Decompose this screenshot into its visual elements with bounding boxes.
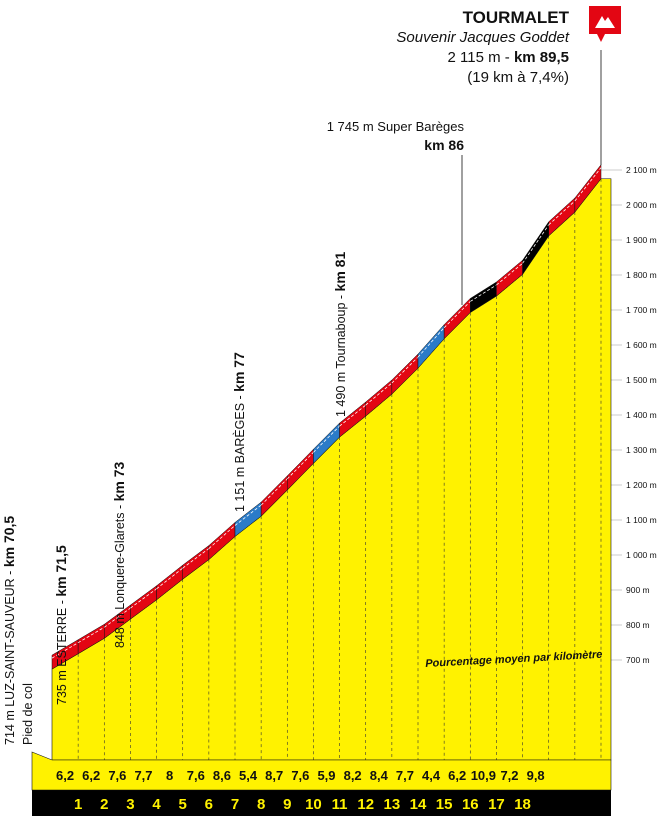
km-number: 9 xyxy=(283,796,291,813)
km-number: 18 xyxy=(514,796,531,813)
esterre-label: 735 m ESTERRE - km 71,5 xyxy=(53,545,69,705)
summit-altitude-text: 2 115 m - xyxy=(447,49,514,66)
summit-km: km 89,5 xyxy=(513,49,569,66)
y-tick-label: 1 100 m xyxy=(626,515,657,525)
gradient-label: 4,4 xyxy=(422,768,441,783)
luz-label: 714 m LUZ-SAINT-SAUVEUR - km 70,5 xyxy=(1,516,17,745)
y-tick-label: 1 500 m xyxy=(626,375,657,385)
y-tick-label: 1 600 m xyxy=(626,340,657,350)
longuere-label: 848 m Lonquere-Glarets - km 73 xyxy=(111,461,127,648)
super-bareges-label: 1 745 m Super Barèges km 86 xyxy=(327,118,464,155)
y-tick-label: 1 200 m xyxy=(626,480,657,490)
y-tick-label: 800 m xyxy=(626,620,650,630)
km-number: 4 xyxy=(152,796,161,813)
gradient-label: 8,7 xyxy=(265,768,283,783)
road-centerline xyxy=(339,404,366,427)
gradient-label: 10,9 xyxy=(471,768,496,783)
gradient-label: 6,2 xyxy=(82,768,100,783)
road-centerline xyxy=(51,642,79,659)
road-centerline xyxy=(391,356,419,384)
gradient-label: 6,2 xyxy=(56,768,74,783)
km-number: 10 xyxy=(305,796,322,813)
km-number: 1 xyxy=(74,796,82,813)
km-number: 14 xyxy=(410,796,427,813)
gradient-label: 7,2 xyxy=(500,768,518,783)
y-tick-label: 900 m xyxy=(626,585,650,595)
km-number: 12 xyxy=(357,796,374,813)
road-centerline xyxy=(287,452,314,480)
gradient-label: 8,6 xyxy=(213,768,231,783)
y-tick-label: 1 700 m xyxy=(626,305,657,315)
gradient-label: 7,7 xyxy=(134,768,152,783)
y-tick-label: 1 000 m xyxy=(626,550,657,560)
gradient-label: 5,4 xyxy=(239,768,258,783)
gradient-label: 7,6 xyxy=(291,768,309,783)
road-centerline xyxy=(130,588,157,609)
super-bareges-alt: 1 745 m Super Barèges xyxy=(326,119,464,134)
y-tick-label: 1 800 m xyxy=(626,270,657,280)
summit-subtitle: Souvenir Jacques Goddet xyxy=(396,29,569,46)
road-centerline xyxy=(208,525,236,549)
km-number: 2 xyxy=(100,796,108,813)
km-number: 6 xyxy=(205,796,213,813)
y-tick-label: 2 100 m xyxy=(626,165,657,175)
road-centerline xyxy=(443,301,471,328)
gradient-label: 7,6 xyxy=(108,768,126,783)
road-centerline xyxy=(234,504,262,526)
base-front xyxy=(31,751,612,791)
road-centerline xyxy=(574,167,602,202)
km-number: 7 xyxy=(231,796,239,813)
km-number: 11 xyxy=(332,796,348,813)
gradient-label: 8,4 xyxy=(370,768,389,783)
km-number: 17 xyxy=(488,796,505,813)
pied-de-col-label: Pied de col xyxy=(21,683,35,745)
km-number: 5 xyxy=(179,796,187,813)
summit-altitude: 2 115 m - km 89,5 xyxy=(396,48,569,68)
road-centerline xyxy=(470,284,497,302)
base-band xyxy=(32,790,611,816)
road-centerline xyxy=(182,548,210,569)
summit-flag-icon xyxy=(589,6,621,42)
y-tick-label: 1 900 m xyxy=(626,235,657,245)
summit-name: TOURMALET xyxy=(462,8,569,27)
gradient-label: 5,9 xyxy=(317,768,335,783)
gradient-label: 6,2 xyxy=(448,768,466,783)
road-centerline xyxy=(104,607,131,628)
road-centerline xyxy=(417,327,445,358)
y-tick-label: 700 m xyxy=(626,655,650,665)
km-number: 15 xyxy=(436,796,453,813)
bareges-label: 1 151 m BARÈGES - km 77 xyxy=(231,352,247,512)
super-bareges-km: km 86 xyxy=(424,137,464,153)
y-tick-label: 1 400 m xyxy=(626,410,657,420)
y-tick-label: 1 300 m xyxy=(626,445,657,455)
road-centerline xyxy=(365,382,393,406)
gradient-label: 7,6 xyxy=(187,768,205,783)
gradient-label: 8,2 xyxy=(344,768,362,783)
km-number: 8 xyxy=(257,796,265,813)
road-centerline xyxy=(548,200,576,226)
summit-info: TOURMALET Souvenir Jacques Goddet 2 115 … xyxy=(396,8,569,88)
summit-gradient: (19 km à 7,4%) xyxy=(467,69,569,86)
road-centerline xyxy=(260,478,288,506)
road-centerline xyxy=(496,262,523,286)
km-number: 13 xyxy=(384,796,401,813)
road-centerline xyxy=(522,224,550,264)
km-number: 3 xyxy=(126,796,134,813)
gradient-label: 9,8 xyxy=(527,768,545,783)
gradient-label: 7,7 xyxy=(396,768,414,783)
road-centerline xyxy=(77,626,105,644)
road-centerline xyxy=(313,425,340,453)
km-number: 16 xyxy=(462,796,479,813)
gradient-label: 8 xyxy=(166,768,173,783)
tournaboup-label: 1 490 m Tournaboup - km 81 xyxy=(332,252,348,417)
road-centerline xyxy=(156,567,183,590)
y-tick-label: 2 000 m xyxy=(626,200,657,210)
